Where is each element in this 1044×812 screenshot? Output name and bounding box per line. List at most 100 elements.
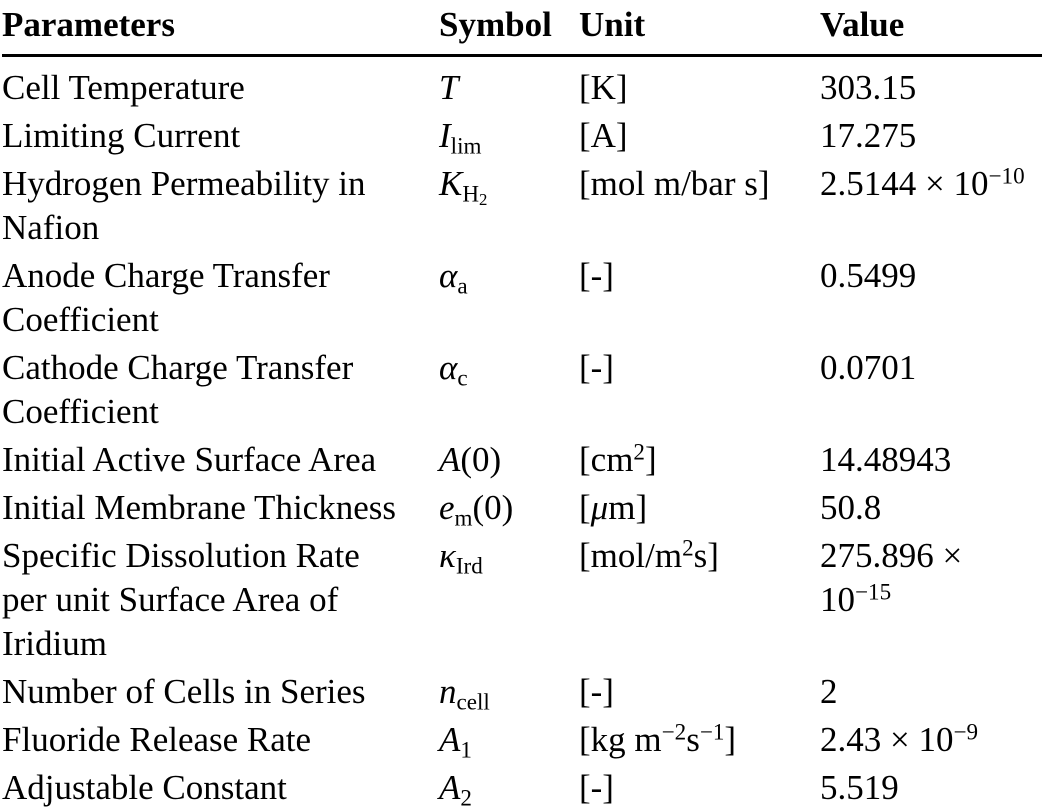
symbol-cell: αa [439, 252, 579, 344]
text-segment: cell [457, 688, 490, 714]
text-segment: 0.0701 [820, 348, 916, 387]
symbol-cell: αc [439, 344, 579, 436]
text-segment: −10 [989, 162, 1025, 188]
text-segment: −1 [700, 718, 725, 744]
text-segment: H [462, 180, 479, 206]
text-segment: Adjustable Constant [2, 768, 287, 807]
text-segment: Specific Dissolution Rate per unit Surfa… [2, 536, 360, 663]
parameter-cell: Initial Membrane Thickness [2, 484, 439, 532]
text-segment: T [439, 68, 458, 107]
text-segment: Hydrogen Permeability in Nafion [2, 164, 366, 247]
text-segment: Cathode Charge Transfer Coefficient [2, 348, 353, 431]
text-segment: A [439, 440, 460, 479]
unit-cell: [μm] [579, 484, 820, 532]
symbol-cell: em(0) [439, 484, 579, 532]
parameter-cell: Limiting Current [2, 112, 439, 160]
text-segment: 2.5144 × 10 [820, 164, 989, 203]
value-cell: 303.15 [820, 56, 1042, 113]
text-segment: [A] [579, 116, 628, 155]
text-segment: Initial Membrane Thickness [2, 488, 396, 527]
parameter-cell: Number of Cells in Series [2, 668, 439, 716]
text-segment: −15 [855, 578, 891, 604]
parameter-cell: Fluoride Release Rate [2, 716, 439, 764]
parameter-cell: Cell Temperature [2, 56, 439, 113]
text-segment: [-] [579, 348, 614, 387]
parameter-cell: Anode Charge Transfer Coefficient [2, 252, 439, 344]
unit-cell: [mol/m2s] [579, 532, 820, 668]
value-cell: 5.519 [820, 764, 1042, 812]
table-row: Initial Active Surface Area A(0) [cm2] 1… [2, 436, 1042, 484]
unit-cell: [kg m−2s−1] [579, 716, 820, 764]
unit-cell: [-] [579, 764, 820, 812]
table-body: Cell Temperature T [K] 303.15 Limiting C… [2, 56, 1042, 812]
text-segment: −9 [954, 718, 979, 744]
text-segment: Cell Temperature [2, 68, 245, 107]
value-cell: 2 [820, 668, 1042, 716]
parameter-cell: Specific Dissolution Rate per unit Surfa… [2, 532, 439, 668]
value-cell: 50.8 [820, 484, 1042, 532]
text-segment: m [455, 504, 473, 530]
text-segment: (0) [460, 440, 501, 479]
unit-cell: [mol m/bar s] [579, 160, 820, 252]
value-cell: 2.43 × 10−9 [820, 716, 1042, 764]
text-segment: Limiting Current [2, 116, 240, 155]
text-segment: 303.15 [820, 68, 916, 107]
text-segment: ] [724, 720, 736, 759]
text-segment: m] [608, 488, 647, 527]
text-segment: 2 [682, 534, 694, 560]
table-row: Anode Charge Transfer Coefficient αa [-]… [2, 252, 1042, 344]
unit-cell: [cm2] [579, 436, 820, 484]
text-segment: [-] [579, 768, 614, 807]
text-segment: α [439, 348, 457, 387]
text-segment: [mol/m [579, 536, 682, 575]
text-segment: [mol m/bar s] [579, 164, 770, 203]
text-segment: (0) [473, 488, 514, 527]
symbol-cell: A2 [439, 764, 579, 812]
text-segment: c [457, 364, 467, 390]
text-segment: 5.519 [820, 768, 899, 807]
value-cell: 14.48943 [820, 436, 1042, 484]
symbol-cell: κIrd [439, 532, 579, 668]
text-segment: s [686, 720, 700, 759]
text-segment: 50.8 [820, 488, 881, 527]
text-segment: n [439, 672, 457, 711]
text-segment: 2 [460, 784, 472, 810]
parameters-table: Parameters Symbol Unit Value Cell Temper… [2, 5, 1042, 812]
text-segment: Initial Active Surface Area [2, 440, 376, 479]
unit-cell: [A] [579, 112, 820, 160]
symbol-cell: Ilim [439, 112, 579, 160]
value-cell: 0.0701 [820, 344, 1042, 436]
table-row: Hydrogen Permeability in Nafion KH2 [mol… [2, 160, 1042, 252]
value-cell: 0.5499 [820, 252, 1042, 344]
text-segment: A [439, 720, 460, 759]
value-cell: 17.275 [820, 112, 1042, 160]
text-segment: 2 [479, 190, 487, 209]
value-cell: 275.896 × 10−15 [820, 532, 1042, 668]
text-segment: K [439, 164, 462, 203]
text-segment: a [457, 272, 467, 298]
text-segment: [cm [579, 440, 633, 479]
symbol-cell: KH2 [439, 160, 579, 252]
col-header-value: Value [820, 5, 1042, 56]
table-row: Cell Temperature T [K] 303.15 [2, 56, 1042, 113]
unit-cell: [K] [579, 56, 820, 113]
parameter-cell: Hydrogen Permeability in Nafion [2, 160, 439, 252]
text-segment: 275.896 × 10 [820, 536, 962, 619]
text-segment: [ [579, 488, 591, 527]
text-segment: 2 [633, 438, 645, 464]
text-segment: s] [694, 536, 719, 575]
text-segment: 1 [460, 736, 472, 762]
parameter-cell: Cathode Charge Transfer Coefficient [2, 344, 439, 436]
text-segment: 0.5499 [820, 256, 916, 295]
text-segment: 2 [820, 672, 838, 711]
text-segment: [K] [579, 68, 628, 107]
text-segment: [-] [579, 672, 614, 711]
table-row: Adjustable Constant A2 [-] 5.519 [2, 764, 1042, 812]
value-cell: 2.5144 × 10−10 [820, 160, 1042, 252]
text-segment: [-] [579, 256, 614, 295]
table-row: Specific Dissolution Rate per unit Surfa… [2, 532, 1042, 668]
table-header: Parameters Symbol Unit Value [2, 5, 1042, 56]
text-segment: I [439, 116, 451, 155]
col-header-unit: Unit [579, 5, 820, 56]
